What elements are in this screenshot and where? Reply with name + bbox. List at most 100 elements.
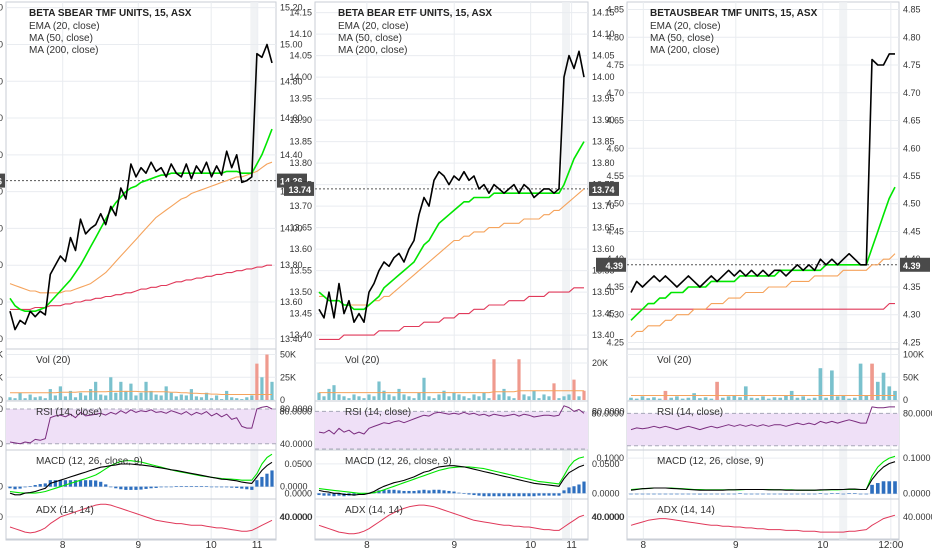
- volume-bar: [646, 398, 651, 400]
- rsi-right-tick-label: 80.0000: [903, 408, 932, 418]
- volume-bar: [755, 398, 760, 400]
- macd-hist-bar: [437, 489, 441, 494]
- right-axis-tick-label: 0: [280, 395, 285, 405]
- volume-bar: [83, 395, 88, 400]
- price-axis-tick-label-left: 4.80: [606, 32, 624, 42]
- last-price-box-left: [596, 257, 626, 272]
- macd-hist-bar: [8, 486, 12, 489]
- price-axis-tick-label-left: 13.40: [0, 334, 3, 344]
- volume-bar: [557, 398, 561, 400]
- macd-hist-bar: [58, 480, 62, 487]
- macd-hist-bar: [472, 493, 476, 496]
- macd-hist-bar: [204, 486, 209, 487]
- legend-entry: EMA (20, close): [338, 21, 409, 32]
- price-axis-tick-label: 13.40: [592, 330, 615, 340]
- price-axis-tick-label-left: 4.35: [606, 282, 624, 292]
- volume-bar: [795, 397, 800, 400]
- macd-hist-bar: [392, 489, 396, 494]
- macd-hist-bar: [260, 476, 264, 487]
- macd-hist-bar: [332, 493, 336, 497]
- macd-hist-bar: [562, 490, 566, 494]
- price-axis-tick-label-left: 14.60: [0, 113, 3, 123]
- macd-hist-bar: [235, 486, 239, 488]
- volume-bar: [847, 398, 851, 400]
- price-axis-tick-label: 4.55: [903, 171, 921, 181]
- macd-hist-bar: [577, 484, 581, 494]
- volume-bar: [179, 394, 183, 400]
- price-line: [318, 50, 585, 323]
- volume-bar: [169, 392, 173, 400]
- volume-bar: [715, 381, 719, 400]
- volume-bar: [189, 389, 193, 400]
- macd-hist-bar: [164, 486, 168, 488]
- price-axis-tick-label: 13.80: [592, 158, 615, 168]
- chart-title: BETA SBEAR TMF UNITS, 15, ASX: [29, 8, 192, 19]
- price-axis-tick-label: 13.60: [280, 297, 303, 307]
- volume-bar: [437, 394, 441, 400]
- rsi-band: [627, 413, 899, 446]
- macd-hist-bar: [841, 493, 846, 495]
- volume-bar: [255, 363, 259, 400]
- volume-bar: [562, 396, 566, 400]
- macd-hist-bar: [327, 493, 331, 496]
- volume-bar: [38, 396, 42, 400]
- volume-bar: [407, 396, 411, 400]
- volume-bar: [124, 390, 128, 400]
- volume-bar: [270, 381, 274, 400]
- last-price-label-left: 4.39: [605, 261, 623, 271]
- volume-bar: [522, 394, 526, 400]
- x-tick-label: 8: [641, 540, 647, 550]
- volume-bar: [94, 381, 98, 400]
- volume-bar: [467, 398, 471, 400]
- macd-hist-bar: [847, 493, 851, 494]
- macd-hist-bar: [795, 493, 800, 495]
- macd-hist-bar: [778, 493, 783, 495]
- volume-bar: [452, 392, 456, 400]
- left-axis-tick-label: 0.0500: [284, 459, 312, 469]
- price-axis-tick-label: 4.75: [903, 60, 921, 70]
- volume-bar: [442, 390, 446, 400]
- last-price-label-right: 13.74: [592, 185, 615, 195]
- volume-bar: [703, 397, 708, 400]
- volume-bar: [220, 399, 224, 400]
- price-axis-tick-label: 14.40: [280, 150, 303, 160]
- volume-bar: [417, 392, 421, 400]
- volume-bar: [447, 396, 451, 400]
- price-axis-tick-label: 13.70: [592, 201, 615, 211]
- price-axis-tick-label: 14.60: [280, 113, 303, 123]
- macd-hist-bar: [467, 493, 471, 495]
- volume-bar: [144, 381, 148, 400]
- macd-hist-bar: [457, 492, 461, 494]
- adx-line: [9, 503, 273, 534]
- macd-hist-bar: [669, 493, 673, 495]
- macd-hist-bar: [144, 486, 148, 489]
- macd-hist-bar: [824, 493, 828, 495]
- macd-hist-bar: [189, 486, 193, 487]
- volume-ma-line: [319, 390, 584, 394]
- session-shade: [250, 2, 259, 540]
- volume-bar: [552, 383, 556, 400]
- volume-bar: [497, 394, 501, 400]
- macd-hist-bar: [646, 493, 651, 495]
- macd-hist-bar: [887, 481, 892, 494]
- volume-bar: [472, 394, 476, 400]
- macd-line: [9, 461, 273, 496]
- volume-bar: [78, 392, 83, 400]
- volume-bar: [184, 395, 188, 400]
- price-axis-tick-label-left: 13.95: [289, 94, 312, 104]
- macd-hist-bar: [199, 486, 204, 487]
- macd-hist-bar: [13, 486, 17, 490]
- price-line: [9, 43, 273, 331]
- macd-hist-bar: [94, 480, 98, 487]
- macd-hist-bar: [703, 493, 708, 495]
- macd-hist-bar: [412, 490, 416, 494]
- left-axis-tick-label: 25K: [0, 372, 3, 382]
- macd-hist-bar: [169, 486, 173, 488]
- volume-bar: [818, 368, 823, 400]
- price-axis-tick-label-left: 13.40: [289, 330, 312, 340]
- price-axis-tick-label-left: 4.70: [606, 88, 624, 98]
- last-price-label-right: 14.26: [280, 177, 303, 187]
- volume-ma-line: [10, 390, 272, 395]
- macd-hist-bar: [657, 493, 662, 495]
